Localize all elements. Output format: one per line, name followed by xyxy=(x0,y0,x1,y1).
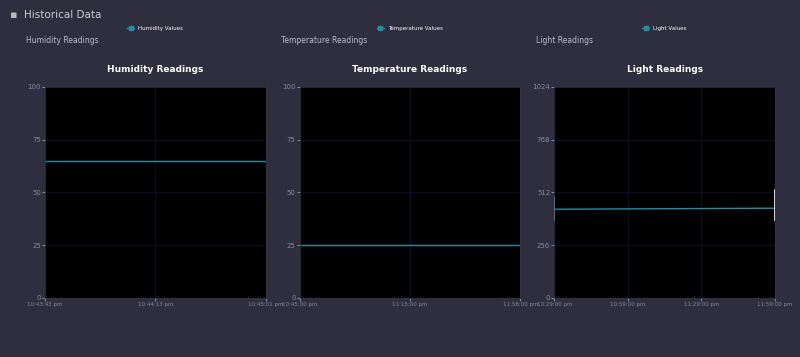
Text: Temperature Readings: Temperature Readings xyxy=(281,36,367,45)
Legend: Light Values: Light Values xyxy=(642,26,687,31)
Legend: Humidity Values: Humidity Values xyxy=(127,26,183,31)
Text: Temperature Readings: Temperature Readings xyxy=(353,65,467,74)
Text: Light Readings: Light Readings xyxy=(536,36,593,45)
Text: ▪: ▪ xyxy=(10,10,17,20)
Text: Light Readings: Light Readings xyxy=(626,65,702,74)
Text: Humidity Readings: Humidity Readings xyxy=(107,65,203,74)
Text: Humidity Readings: Humidity Readings xyxy=(26,36,99,45)
Legend: Temperature Values: Temperature Values xyxy=(377,26,443,31)
Text: Historical Data: Historical Data xyxy=(24,10,102,20)
